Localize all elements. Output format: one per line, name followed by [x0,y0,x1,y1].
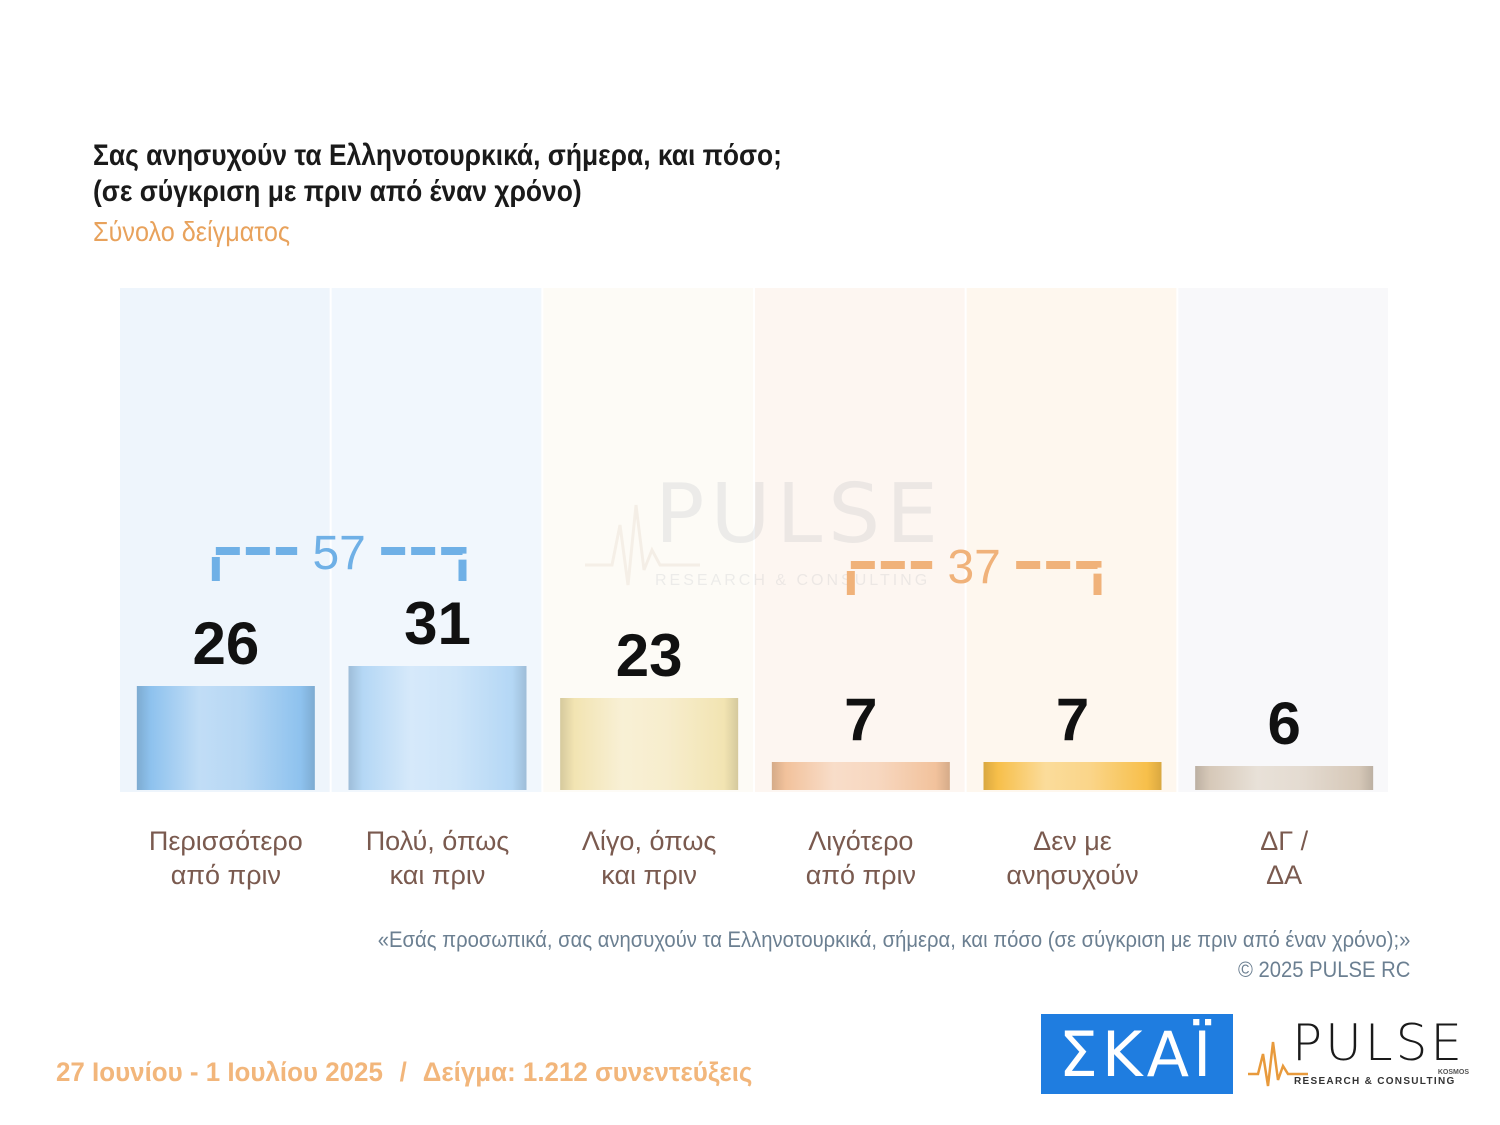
category-label: Λίγο, όπως [582,826,717,856]
survey-dates: 27 Ιουνίου - 1 Ιουλίου 2025 [56,1057,383,1087]
pulse-watermark: PULSE RESEARCH & CONSULTING [585,467,944,589]
group-bracket-right [381,547,467,581]
category-label: Δεν με [1033,826,1112,856]
title-line-1: Σας ανησυχούν τα Ελληνοτουρκικά, σήμερα,… [93,139,782,172]
pulse-logo-tagline: RESEARCH & CONSULTING [1294,1076,1456,1087]
category-label: Πολύ, όπως [366,826,510,856]
bar [983,762,1162,790]
group-total-label: 37 [947,541,1000,594]
bar-panel [755,288,965,792]
pulse-logo-kosmos: KOSMOS [1437,1069,1469,1076]
category-label: από πριν [806,860,916,890]
watermark-pulse-line-icon [585,504,700,586]
category-label: ΔΓ / [1260,826,1308,856]
group-bracket-right [1016,561,1102,595]
bar-value-label: 26 [192,610,259,677]
bar-value-label: 7 [1056,686,1089,753]
category-label: ΔΑ [1266,860,1302,890]
bar [1195,766,1374,790]
watermark-tagline: RESEARCH & CONSULTING [655,572,930,589]
survey-info: 27 Ιουνίου - 1 Ιουλίου 2025 / Δείγμα: 1.… [56,1057,752,1088]
group-bracket-left [846,561,933,595]
bar-panel [966,288,1177,792]
pulse-logo: PULSE KOSMOS RESEARCH & CONSULTING [1248,1014,1473,1094]
copyright-text: © 2025 PULSE RC [1237,957,1410,982]
category-label: Λιγότερο [808,826,913,856]
category-label: και πριν [390,860,486,890]
bar [560,698,739,790]
bar [136,686,315,790]
question-text: «Εσάς προσωπικά, σας ανησυχούν τα Ελληνο… [377,927,1410,952]
title-line-2: (σε σύγκριση με πριν από έναν χρόνο) [93,175,582,208]
survey-separator: / [399,1057,407,1087]
category-label: Περισσότερο [149,826,303,856]
bar-value-label: 23 [616,622,683,689]
category-label: και πριν [601,860,697,890]
survey-sample: Δείγμα: 1.212 συνεντεύξεις [422,1057,753,1087]
footnote: «Εσάς προσωπικά, σας ανησυχούν τα Ελληνο… [377,925,1410,985]
chart-title: Σας ανησυχούν τα Ελληνοτουρκικά, σήμερα,… [93,138,782,210]
group-total-label: 57 [312,527,365,580]
bar-chart: PULSE RESEARCH & CONSULTING 26 31 23 7 7 6 57… [120,288,1388,890]
category-label: από πριν [171,860,281,890]
bar-value-label: 31 [404,590,471,657]
bar-value-label: 6 [1267,690,1300,757]
watermark-name: PULSE [655,467,944,562]
bar [771,762,950,790]
category-label: ανησυχούν [1006,860,1138,890]
skai-logo: ΣΚΑΪ [1041,1014,1233,1094]
chart-subtitle: Σύνολο δείγματος [93,216,291,247]
pulse-logo-name: PULSE [1292,1014,1465,1072]
skai-logo-text: ΣΚΑΪ [1058,1017,1216,1091]
bar [348,666,527,790]
bar-value-label: 7 [844,686,877,753]
group-bracket-left [211,547,298,581]
bar-panel [1178,288,1388,792]
pulse-line-icon [1248,1041,1308,1087]
